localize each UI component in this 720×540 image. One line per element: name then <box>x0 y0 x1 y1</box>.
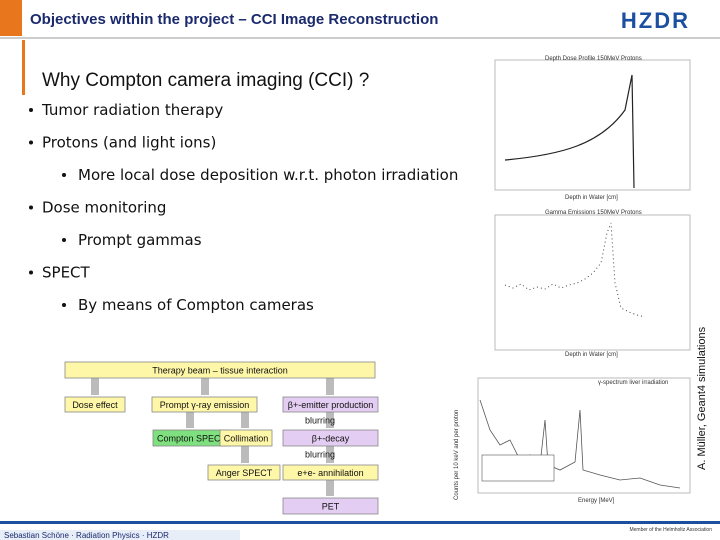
node-label: Therapy beam – tissue interaction <box>152 365 288 375</box>
node-label: Collimation <box>224 433 269 443</box>
edge-label: blurring <box>305 415 335 425</box>
diagram-node <box>64 361 376 379</box>
node-label: Anger SPECT <box>216 468 273 478</box>
node-label: Prompt γ-ray emission <box>160 400 250 410</box>
node-label: Compton SPECT <box>157 433 227 443</box>
diagram-node <box>219 429 273 447</box>
header-title: Objectives within the project – CCI Imag… <box>30 11 438 28</box>
footer-right: Member of the Helmholtz Association <box>629 527 712 533</box>
bullet-dot <box>29 108 33 112</box>
plot-y-label: Counts per 10 keV and per proton <box>454 410 460 500</box>
diagram-node <box>64 396 126 413</box>
diagram-node <box>207 464 281 481</box>
plot-x-label: Depth in Water [cm] <box>565 352 618 358</box>
bullet: Dose monitoring <box>42 199 166 217</box>
bullet: Tumor radiation therapy <box>41 101 223 119</box>
bullet: Protons (and light ions) <box>42 134 216 152</box>
node-label: e+e- annihilation <box>297 468 363 478</box>
subtitle: Why Compton camera imaging (CCI) ? <box>42 70 369 91</box>
plot-gamma: Gamma Emissions 150MeV Protons Depth in … <box>494 210 691 358</box>
footer-rule <box>0 521 720 524</box>
bullet-dot <box>29 205 33 210</box>
footer-left: Sebastian Schöne · Radiation Physics · H… <box>4 531 169 540</box>
logo: HZDR <box>621 8 690 33</box>
bullet-list: Tumor radiation therapy Protons (and ligh… <box>29 101 458 314</box>
plot-title: Depth Dose Profile 150MeV Protons <box>545 56 642 62</box>
footer-box <box>0 530 240 540</box>
diagram-node <box>282 429 379 447</box>
diagram-node <box>282 497 379 515</box>
plot-spectrum: γ-spectrum liver irradiation Energy [MeV… <box>454 377 691 504</box>
edge-label: blurring <box>305 449 335 459</box>
sub-bullet: By means of Compton cameras <box>78 296 314 314</box>
bullet-dot <box>62 173 66 177</box>
plot-depth-dose: Depth Dose Profile 150MeV Protons Depth … <box>494 56 691 201</box>
accent-bar <box>22 40 25 95</box>
sub-bullet: More local dose deposition w.r.t. photon… <box>78 166 458 184</box>
node-label: β+-emitter production <box>288 400 373 410</box>
diagram: Therapy beam – tissue interaction Dose ef… <box>64 361 379 515</box>
plot-legend: γ-spectrum liver irradiation <box>598 380 668 386</box>
diagram-node <box>151 396 258 413</box>
bullet-dot <box>62 303 66 307</box>
bullet-dot <box>62 238 66 242</box>
bullet-dot <box>29 270 33 275</box>
node-label: PET <box>322 501 340 511</box>
plot-title: Gamma Emissions 150MeV Protons <box>545 210 642 216</box>
node-label: Dose effect <box>72 400 118 410</box>
bullet-dot <box>29 140 33 145</box>
plot-x-label: Depth in Water [cm] <box>565 195 618 201</box>
sub-bullet: Prompt gammas <box>78 231 202 249</box>
diagram-arrows <box>91 378 334 496</box>
node-label: β+-decay <box>312 433 350 443</box>
diagram-node <box>282 464 379 481</box>
bullet: SPECT <box>42 264 91 282</box>
accent-square <box>0 0 22 36</box>
plot-x-label: Energy [MeV] <box>578 498 615 504</box>
diagram-node <box>282 396 379 413</box>
credit: A. Müller, Geant4 simulations <box>696 326 708 470</box>
